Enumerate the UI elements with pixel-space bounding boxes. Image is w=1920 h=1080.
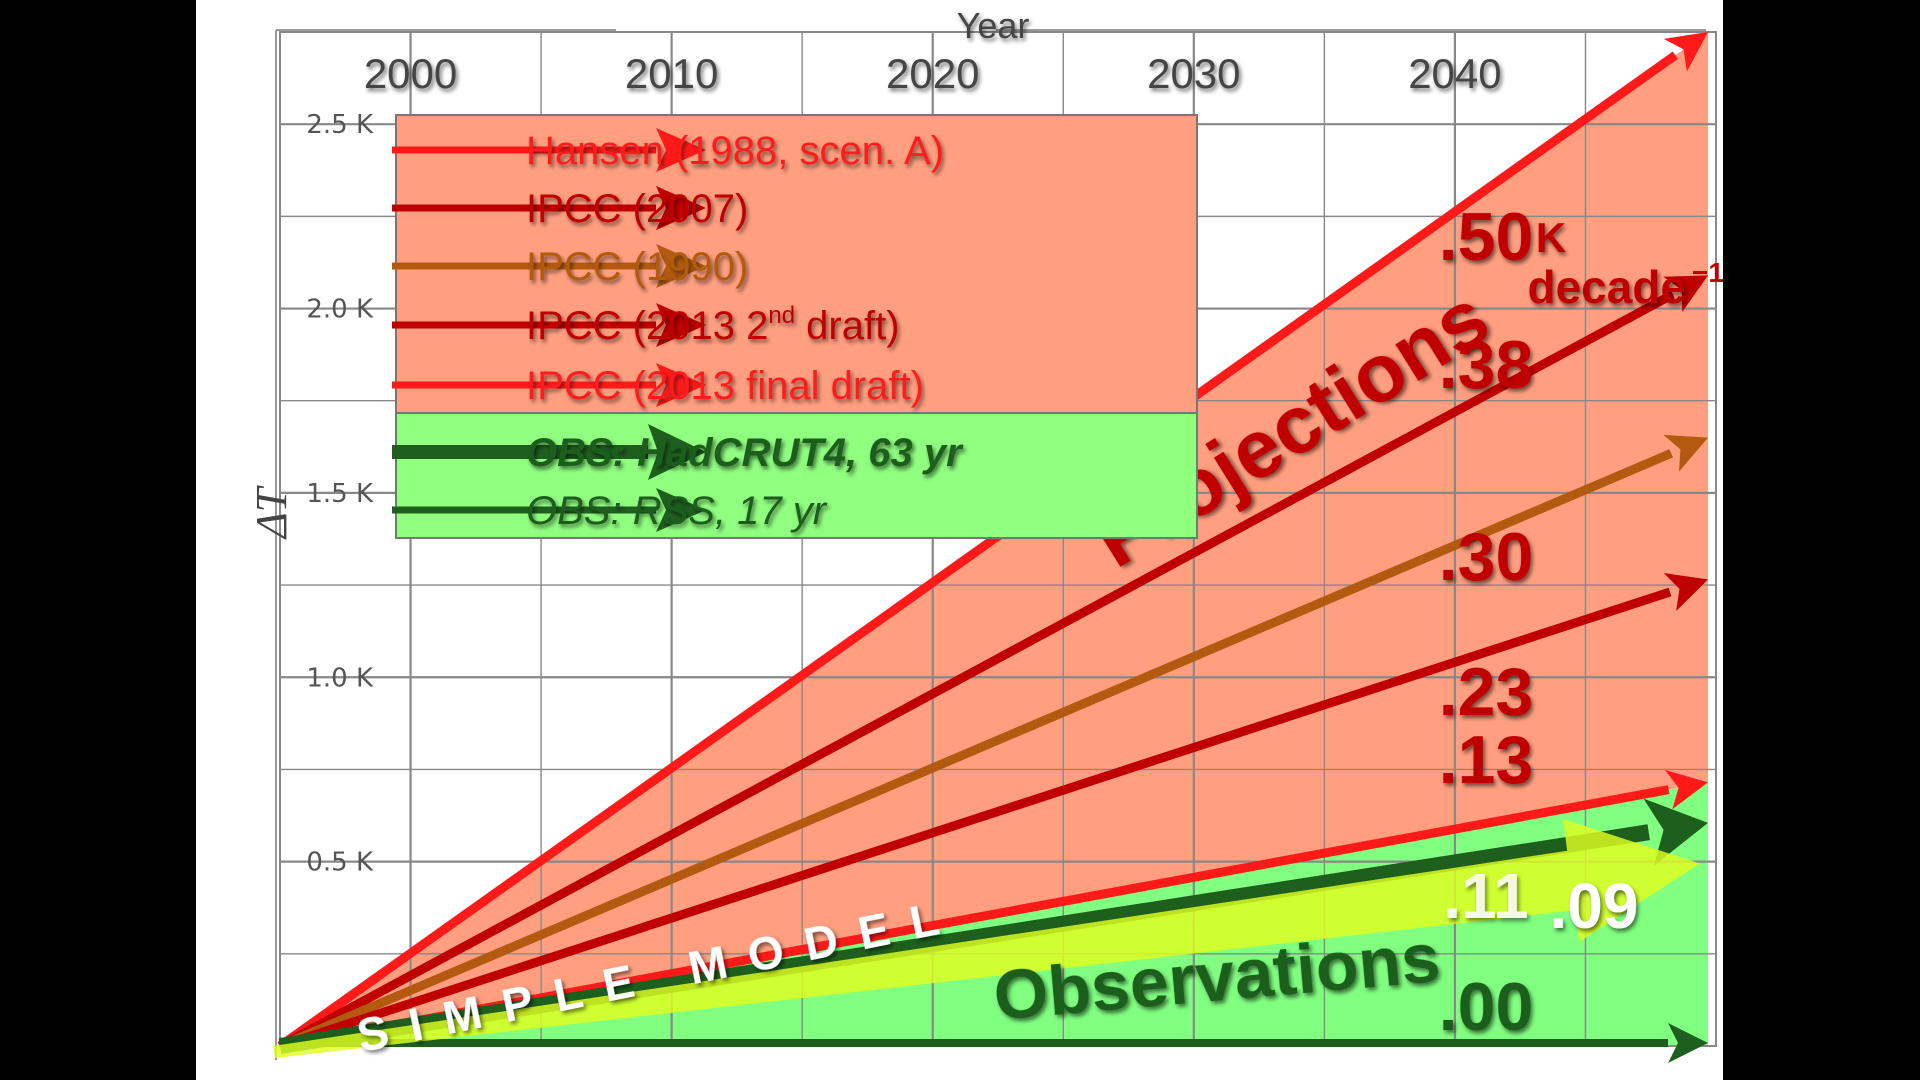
legend-item: Hansen (1988, scen. A) (392, 128, 944, 173)
legend-label-sup: nd (768, 302, 795, 329)
rate-label: .11 (1443, 860, 1528, 932)
rate-label: .13 (1439, 722, 1534, 798)
rate-label: .50 (1439, 199, 1534, 275)
legend-swatch-head (656, 128, 706, 172)
series-ipcc-2013-2nd-draft-arrow-head (1663, 572, 1708, 611)
legend-swatch-head (648, 424, 706, 480)
series-ipcc-1990-arrow-head (1663, 434, 1708, 472)
rate-label: .00 (1439, 969, 1534, 1045)
rate-label: .23 (1439, 654, 1534, 730)
chart-canvas: 2000 2010 2020 2030 2040 0.5 K 1.0 K 1.5 K 2.0 K… (196, 0, 1723, 1080)
rate-label: .30 (1439, 519, 1534, 595)
legend-item: IPCC (2013 final draft) (392, 363, 924, 408)
x-tick-label: 2000 (364, 50, 457, 97)
series-ipcc-2013-final-draft-arrow-head (1665, 769, 1708, 810)
series-hansen-1988-scen-a-arrow (277, 32, 1708, 1050)
rate-label: .09 (1550, 870, 1639, 942)
y-tick-label: 1.0 K (306, 663, 374, 693)
legend-label-part: draft) (795, 304, 899, 348)
x-axis-label: Year (957, 5, 1030, 46)
legend-label-part: IPCC (2013 2 (526, 304, 768, 348)
series-hansen-1988-scen-a-arrow-shaft (277, 51, 1678, 1050)
x-tick-label: 2030 (1147, 50, 1240, 97)
legend-item: OBS: HadCRUT4, 63 yr (392, 424, 964, 480)
series-obs-hadcrut4-63-yr-arrow (278, 798, 1708, 1054)
legend-item: IPCC (1990) (392, 244, 748, 289)
series-obs-rss-17-yr-arrow (280, 1023, 1708, 1063)
y-tick-label: 0.5 K (306, 848, 374, 878)
x-tick-label: 2020 (886, 50, 979, 97)
series-ipcc-1990-arrow-shaft (278, 449, 1673, 1051)
rate-label: .38 (1439, 327, 1534, 403)
legend-item: IPCC (2007) (392, 186, 748, 231)
legend-swatch-head (656, 363, 706, 407)
legend-label: OBS: HadCRUT4, 63 yr (526, 431, 964, 475)
legend-swatch-head (656, 488, 706, 532)
legend-observations-box (395, 412, 1198, 539)
y-tick-label: 2.0 K (306, 295, 374, 325)
unit-decade-label: decade (1527, 261, 1686, 313)
temperature-projection-chart: 2000 2010 2020 2030 2040 0.5 K 1.0 K 1.5 K 2.0 K… (247, 5, 1723, 1063)
legend-label: IPCC (2007) (526, 187, 748, 231)
series-obs-rss-17-yr-arrow-head (1668, 1023, 1708, 1063)
legend-label: Hansen (1988, scen. A) (526, 129, 944, 173)
x-tick-label: 2040 (1408, 50, 1501, 97)
simple-model-arrow (273, 819, 1700, 1058)
series-obs-hadcrut4-63-yr-arrow-shaft (278, 824, 1650, 1054)
series-ipcc-2007-arrow-shaft (277, 290, 1675, 1050)
unit-k-label: K (1536, 214, 1566, 261)
series-ipcc-2013-2nd-draft-arrow-shaft (278, 587, 1672, 1051)
x-tick-label: 2010 (625, 50, 718, 97)
series-obs-hadcrut4-63-yr-arrow-head (1643, 798, 1708, 866)
legend-label: IPCC (2013 final draft) (526, 364, 924, 408)
y-tick-label: 1.5 K (306, 479, 374, 509)
series-ipcc-2007-arrow-head (1663, 275, 1708, 312)
y-tick-label: 2.5 K (306, 110, 374, 140)
series-ipcc-2007-arrow (277, 275, 1708, 1050)
unit-exponent-label: −1 (1692, 257, 1723, 288)
legend-label: IPCC (1990) (526, 245, 748, 289)
legend-swatch-head (656, 244, 706, 288)
legend-swatch-head (656, 303, 706, 347)
series-ipcc-1990-arrow (278, 434, 1708, 1051)
legend-swatch-head (656, 186, 706, 230)
legend-item: IPCC (2013 2nd draft) (392, 302, 900, 348)
y-axis-label: ΔT (247, 484, 296, 540)
legend-item: OBS: RSS, 17 yr (392, 488, 828, 533)
series-ipcc-2013-2nd-draft-arrow (278, 572, 1708, 1051)
series-hansen-1988-scen-a-arrow-head (1663, 32, 1708, 72)
legend-label: OBS: RSS, 17 yr (526, 489, 828, 533)
legend-label: IPCC (2013 2nd draft) (526, 302, 900, 348)
